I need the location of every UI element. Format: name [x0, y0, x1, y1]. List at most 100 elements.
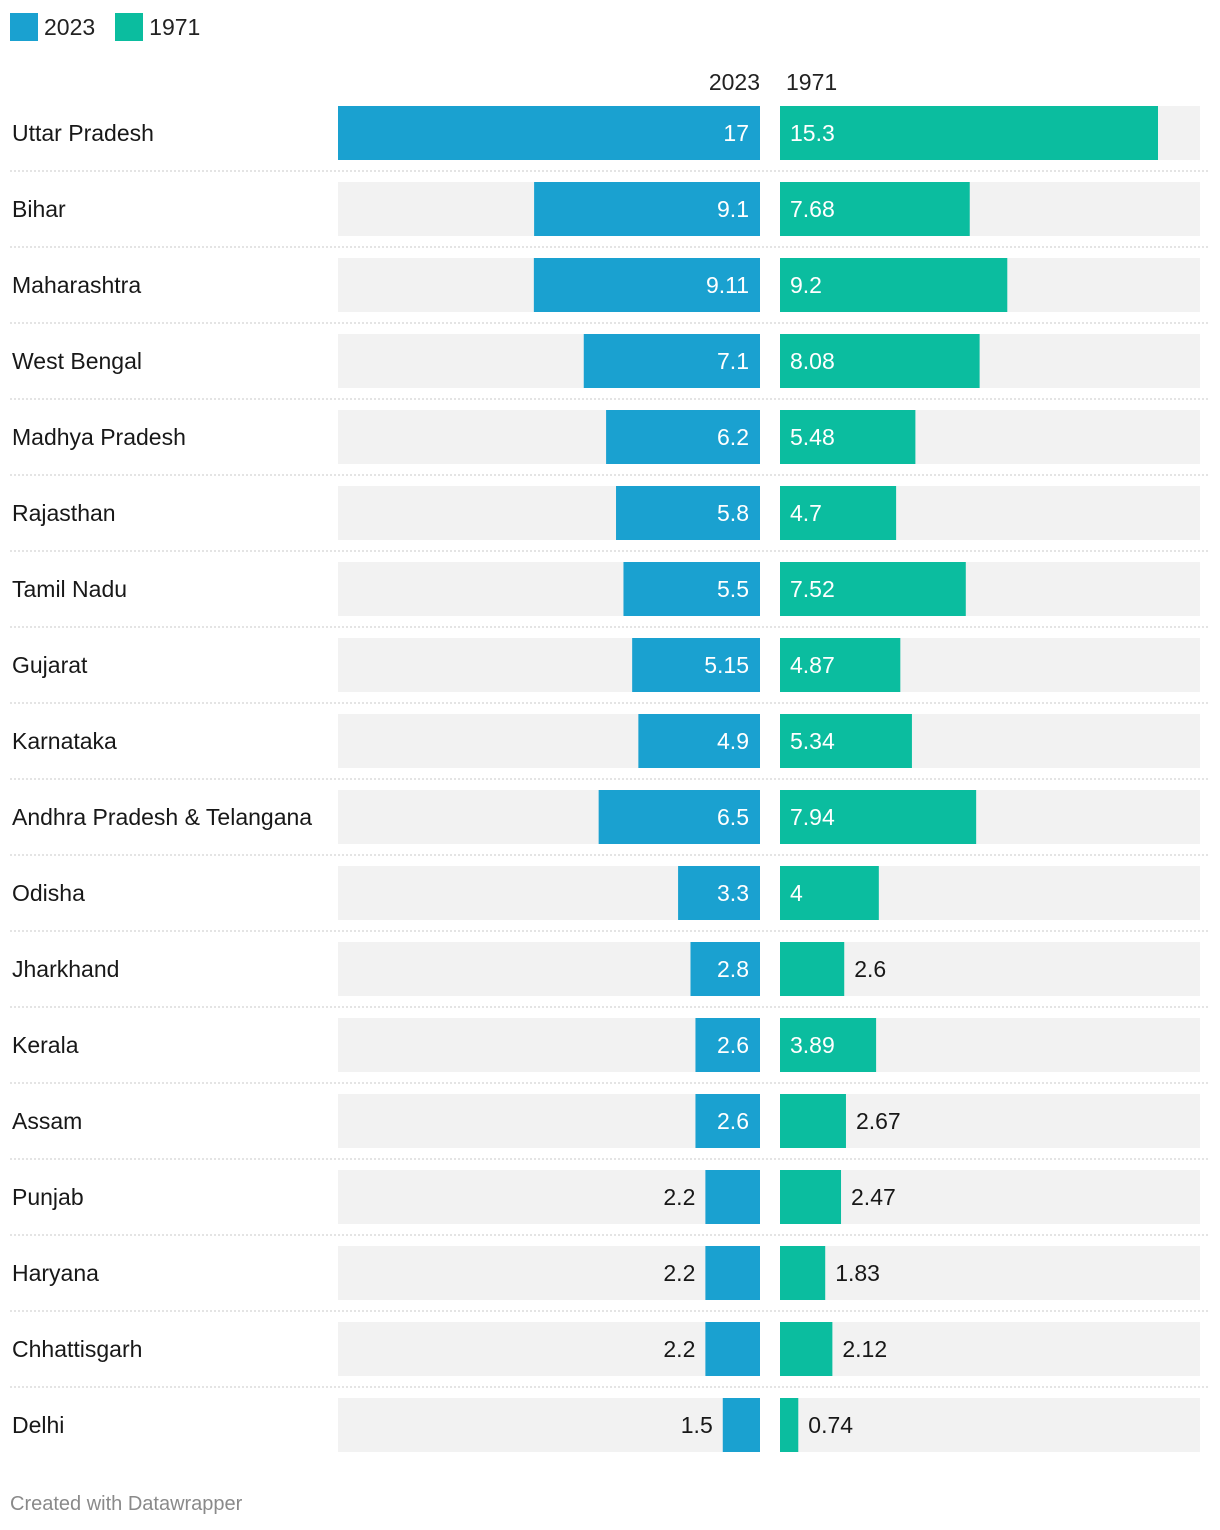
bar-2023 — [690, 942, 760, 996]
category-label: Assam — [12, 1108, 82, 1134]
category-label: Kerala — [12, 1032, 79, 1058]
bar-1971 — [780, 638, 901, 692]
data-label-1971: 7.68 — [790, 196, 835, 222]
category-label: Punjab — [12, 1184, 84, 1210]
bar-track-2023 — [338, 1094, 760, 1148]
category-label: Rajasthan — [12, 500, 116, 526]
data-label-2023: 2.8 — [717, 956, 749, 982]
category-label: Tamil Nadu — [12, 576, 127, 602]
bar-1971 — [780, 1170, 842, 1224]
bar-2023 — [338, 106, 760, 160]
data-label-2023: 6.2 — [717, 424, 749, 450]
bar-1971 — [780, 410, 916, 464]
split-bar-chart: Uttar Pradesh 17 15.3 Bihar 9.1 7.68 Maharasht… — [10, 106, 1210, 1452]
bar-1971 — [780, 486, 897, 540]
bar-2023 — [598, 790, 760, 844]
data-label-2023: 4.9 — [717, 728, 749, 754]
bar-track-1971 — [780, 1170, 1200, 1224]
column-header-2023: 2023 — [708, 69, 760, 95]
bar-2023 — [533, 258, 760, 312]
footer-credit: Created with Datawrapper — [10, 1493, 243, 1515]
data-label-1971: 2.12 — [842, 1336, 887, 1362]
legend-label-2023: 2023 — [44, 13, 96, 40]
bar-1971 — [780, 1094, 846, 1148]
data-label-1971: 8.08 — [790, 348, 835, 374]
category-label: Karnataka — [12, 728, 117, 754]
data-label-2023: 5.5 — [717, 576, 749, 602]
category-label: Haryana — [12, 1260, 99, 1286]
bar-1971 — [780, 1398, 799, 1452]
bar-1971 — [780, 1018, 877, 1072]
bar-2023 — [705, 1246, 760, 1300]
bar-1971 — [780, 714, 912, 768]
bar-track-2023 — [338, 1246, 760, 1300]
bar-1971 — [780, 942, 845, 996]
category-label: Bihar — [12, 196, 66, 222]
data-label-1971: 5.48 — [790, 424, 835, 450]
column-header-1971: 1971 — [786, 69, 838, 95]
bar-track-2023 — [338, 1398, 760, 1452]
data-label-2023: 2.2 — [663, 1260, 695, 1286]
legend-item-1971: 1971 — [115, 13, 200, 41]
data-label-1971: 2.47 — [851, 1184, 896, 1210]
bar-2023 — [705, 1170, 760, 1224]
bar-1971 — [780, 258, 1008, 312]
data-label-1971: 7.52 — [790, 576, 835, 602]
data-label-1971: 1.83 — [835, 1260, 880, 1286]
legend-item-2023: 2023 — [10, 13, 95, 41]
bar-1971 — [780, 866, 879, 920]
legend-swatch-2023 — [10, 13, 38, 41]
data-label-2023: 1.5 — [681, 1412, 713, 1438]
category-label: West Bengal — [12, 348, 142, 374]
data-label-2023: 9.11 — [706, 272, 749, 298]
bar-track-2023 — [338, 1018, 760, 1072]
data-label-1971: 2.6 — [854, 956, 886, 982]
category-label: Madhya Pradesh — [12, 424, 186, 450]
bar-2023 — [616, 486, 760, 540]
bar-1971 — [780, 106, 1158, 160]
category-label: Uttar Pradesh — [12, 120, 154, 146]
bar-2023 — [638, 714, 760, 768]
data-label-2023: 9.1 — [717, 196, 749, 222]
bar-track-1971 — [780, 1322, 1200, 1376]
bar-2023 — [534, 182, 760, 236]
data-label-1971: 7.94 — [790, 804, 835, 830]
data-label-1971: 9.2 — [790, 272, 822, 298]
data-label-2023: 7.1 — [717, 348, 749, 374]
data-label-2023: 2.6 — [717, 1108, 749, 1134]
category-label: Maharashtra — [12, 272, 141, 298]
category-label: Jharkhand — [12, 956, 119, 982]
legend-label-1971: 1971 — [149, 13, 201, 40]
data-label-1971: 5.34 — [790, 728, 835, 754]
data-label-1971: 2.67 — [856, 1108, 901, 1134]
bar-1971 — [780, 562, 966, 616]
data-label-1971: 15.3 — [790, 120, 835, 146]
bar-2023 — [623, 562, 760, 616]
category-label: Gujarat — [12, 652, 88, 678]
category-label: Delhi — [12, 1412, 64, 1438]
category-label: Andhra Pradesh & Telangana — [12, 804, 312, 830]
data-label-1971: 4.7 — [790, 500, 822, 526]
data-label-2023: 6.5 — [717, 804, 749, 830]
data-label-2023: 2.6 — [717, 1032, 749, 1058]
data-label-2023: 2.2 — [663, 1336, 695, 1362]
legend-swatch-1971 — [115, 13, 144, 41]
data-label-2023: 3.3 — [717, 880, 749, 906]
data-label-1971: 3.89 — [790, 1032, 835, 1058]
data-label-2023: 17 — [723, 120, 749, 146]
bar-2023 — [678, 866, 760, 920]
bar-2023 — [695, 1094, 760, 1148]
bar-2023 — [695, 1018, 760, 1072]
bar-2023 — [722, 1398, 760, 1452]
bar-1971 — [780, 1246, 826, 1300]
bar-track-1971 — [780, 1398, 1200, 1452]
data-label-1971: 4 — [790, 880, 803, 906]
bar-2023 — [606, 410, 760, 464]
data-label-1971: 4.87 — [790, 652, 835, 678]
category-label: Odisha — [12, 880, 85, 906]
bar-track-1971 — [780, 942, 1200, 996]
bar-1971 — [780, 182, 970, 236]
data-label-2023: 5.15 — [704, 652, 749, 678]
bar-track-1971 — [780, 1094, 1200, 1148]
data-label-1971: 0.74 — [808, 1412, 853, 1438]
